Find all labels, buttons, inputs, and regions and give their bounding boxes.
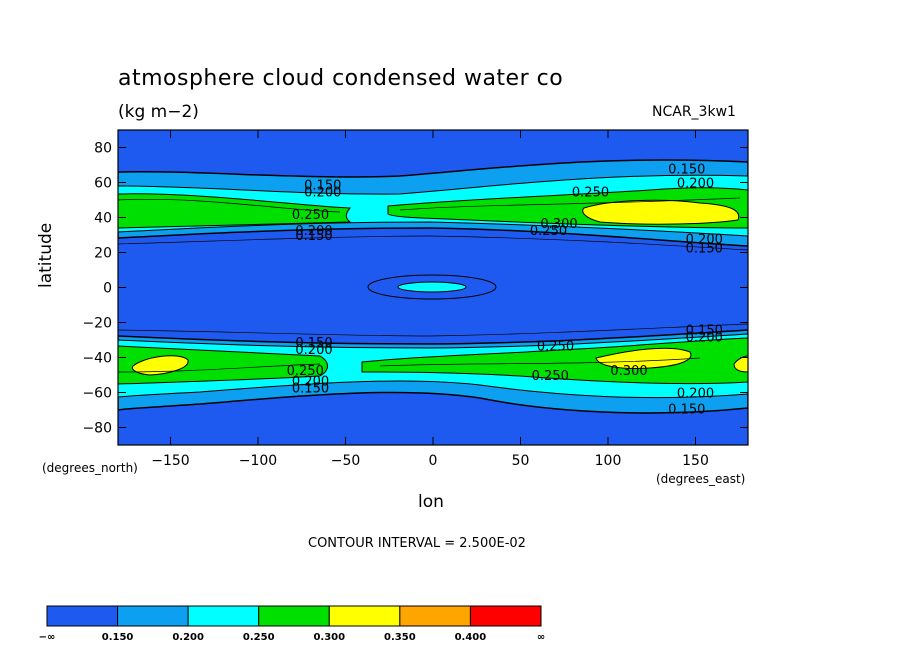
x-tick-label: 0	[429, 453, 438, 469]
chart-units: (kg m−2)	[118, 102, 199, 122]
y-tick-label: −40	[82, 351, 112, 367]
colorbar-label: 0.350	[384, 632, 416, 643]
contour-label: 0.300	[610, 364, 647, 379]
contour-label: 0.250	[572, 185, 609, 200]
contour-label: 0.200	[295, 224, 332, 239]
contour-label: 0.200	[292, 374, 329, 389]
contour-label: 0.300	[540, 217, 577, 232]
contour-label: 0.150	[686, 241, 723, 256]
contour-label: 0.150	[686, 324, 723, 339]
band-south-030-small	[733, 355, 748, 373]
contour-label: 0.250	[532, 369, 569, 384]
colorbar-label: −∞	[39, 632, 56, 643]
colorbar-label: 0.300	[313, 632, 345, 643]
chart-title: atmosphere cloud condensed water co	[118, 66, 564, 91]
colorbar-swatch	[399, 605, 471, 627]
colorbar-swatch	[117, 605, 189, 627]
y-tick-label: 80	[94, 141, 112, 157]
x-axis-label: lon	[418, 492, 444, 512]
contour-label: 0.250	[292, 208, 329, 223]
contour-line	[118, 235, 748, 251]
y-axis-units: (degrees_north)	[42, 461, 138, 475]
contour-line	[379, 357, 701, 367]
contour-label: 0.250	[537, 339, 574, 354]
contour-label: 0.250	[287, 364, 324, 379]
band-north-025	[118, 193, 352, 229]
colorbar-swatch	[469, 605, 542, 627]
model-name: NCAR_3kw1	[652, 104, 736, 120]
contour-line	[118, 323, 748, 337]
contour-label: 0.200	[686, 233, 723, 248]
equator-020	[397, 281, 467, 293]
y-tick-label: 20	[94, 246, 112, 262]
contour-label: 0.200	[677, 177, 714, 192]
colorbar-label: ∞	[537, 632, 545, 643]
contour-label: 0.150	[292, 381, 329, 396]
contour-line	[399, 197, 741, 211]
y-tick-label: −80	[82, 421, 112, 437]
contour-label: 0.200	[304, 185, 341, 200]
colorbar-label: 0.150	[102, 632, 134, 643]
colorbar-swatch	[46, 605, 119, 627]
x-tick-label: 150	[682, 453, 709, 469]
contour-interval: CONTOUR INTERVAL = 2.500E-02	[308, 536, 526, 551]
x-axis-units: (degrees_east)	[656, 472, 746, 486]
contour-label: 0.250	[530, 224, 567, 239]
colorbar-swatch	[187, 605, 260, 627]
contour-label: 0.200	[686, 331, 723, 346]
colorbar-label: 0.200	[172, 632, 204, 643]
x-tick-label: −150	[151, 453, 189, 469]
colorbar-label: 0.250	[243, 632, 275, 643]
band-north-030	[582, 199, 740, 225]
y-tick-label: −20	[82, 316, 112, 332]
colorbar-label: 0.400	[455, 632, 487, 643]
y-tick-label: 0	[103, 281, 112, 297]
colorbar-swatch	[258, 605, 330, 627]
contour-label: 0.200	[677, 387, 714, 402]
contour-label: 0.200	[295, 343, 332, 358]
band-south-030-east	[595, 347, 692, 369]
x-tick-label: −100	[239, 453, 277, 469]
x-tick-label: −50	[331, 453, 361, 469]
contour-label: 0.150	[304, 178, 341, 193]
y-tick-label: 60	[94, 176, 112, 192]
contour-line	[118, 198, 341, 213]
contour-label: 0.150	[668, 402, 705, 417]
colorbar-swatch	[328, 605, 401, 627]
contour-label: 0.150	[295, 336, 332, 351]
x-tick-label: 100	[595, 453, 622, 469]
contour-label: 0.150	[295, 229, 332, 244]
contour-line	[118, 363, 321, 373]
y-tick-label: −60	[82, 386, 112, 402]
contour-label: 0.150	[668, 163, 705, 178]
y-tick-label: 40	[94, 211, 112, 227]
x-tick-label: 50	[512, 453, 530, 469]
